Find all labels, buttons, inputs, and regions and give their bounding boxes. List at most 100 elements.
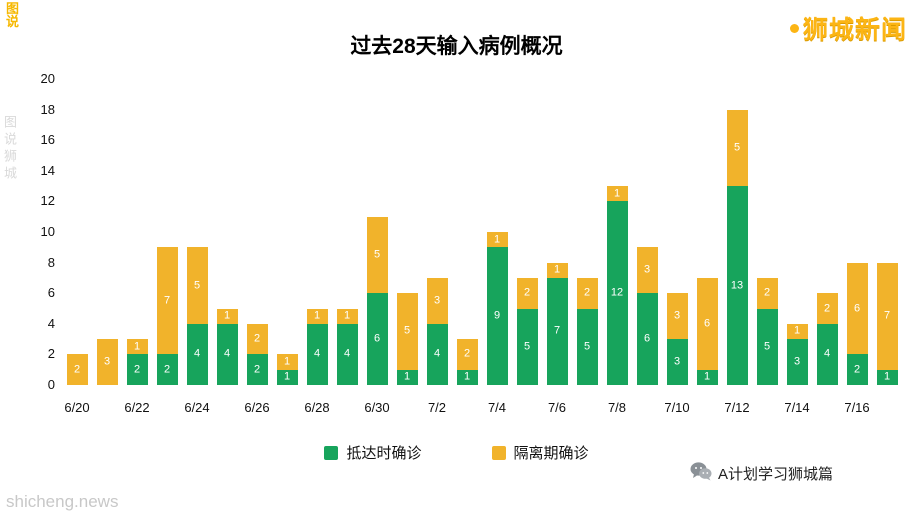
- bar-segment: 1: [546, 262, 568, 278]
- y-axis-tick: 8: [47, 254, 55, 270]
- bar-value-label: 1: [343, 309, 351, 322]
- bar-value-label: 1: [703, 370, 711, 383]
- bar-value-label: 1: [553, 263, 561, 276]
- bar-7/12: 13 5: [722, 79, 752, 385]
- bar-segment: 5: [576, 308, 598, 385]
- x-axis-label: [392, 400, 422, 415]
- y-axis-tick: 18: [40, 101, 55, 117]
- bar-segment: 2: [246, 323, 268, 355]
- bar-value-label: 4: [193, 347, 201, 360]
- bar-segment: 1: [336, 308, 358, 324]
- x-axis-label: [332, 400, 362, 415]
- x-axis-label: 6/26: [244, 400, 270, 415]
- bar-value-label: 1: [133, 340, 141, 353]
- bar-segment: 4: [186, 323, 208, 385]
- bar-value-label: 3: [103, 355, 111, 368]
- bar-value-label: 3: [673, 309, 681, 322]
- bar-value-label: 2: [463, 347, 471, 360]
- bar-segment: 1: [696, 369, 718, 385]
- x-axis-label: 7/8: [607, 400, 627, 415]
- bar-value-label: 4: [343, 347, 351, 360]
- bar-value-label: 5: [373, 248, 381, 261]
- x-axis-label: [812, 400, 842, 415]
- brand-title: 狮城新闻: [789, 10, 907, 46]
- bar-value-label: 5: [763, 340, 771, 353]
- bar-segment: 5: [366, 216, 388, 294]
- x-axis-label: [92, 400, 122, 415]
- bar-segment: 1: [396, 369, 418, 385]
- bar-value-label: 3: [673, 355, 681, 368]
- bar-value-label: 1: [403, 370, 411, 383]
- bar-value-label: 2: [73, 363, 81, 376]
- bar-value-label: 7: [163, 294, 171, 307]
- brand-text: 狮城新闻: [802, 16, 907, 44]
- footer-right-text: A计划学习狮城篇: [717, 466, 833, 483]
- bar-value-label: 12: [610, 286, 624, 299]
- legend-label: 抵达时确诊: [346, 445, 422, 462]
- bar-segment: 1: [876, 369, 898, 385]
- bar-value-label: 6: [703, 317, 711, 330]
- y-axis-tick: 14: [40, 162, 55, 178]
- y-axis-tick: 12: [40, 193, 55, 209]
- y-axis-tick: 16: [40, 132, 55, 148]
- x-axis-label: 6/28: [304, 400, 330, 415]
- bar-7/8: 12 1: [602, 79, 632, 385]
- bar-segment: 4: [816, 323, 838, 385]
- wechat-icon: [690, 462, 712, 485]
- stacked-bar: 2: [66, 354, 88, 385]
- bar-value-label: 3: [433, 294, 441, 307]
- bar-segment: 4: [336, 323, 358, 385]
- bar-segment: 3: [666, 339, 688, 385]
- x-axis-label: [212, 400, 242, 415]
- bar-segment: 5: [756, 308, 778, 385]
- bar-value-label: 2: [253, 332, 261, 345]
- bar-segment: 2: [126, 354, 148, 385]
- bar-segment: 6: [636, 293, 658, 385]
- bar-segment: 2: [756, 277, 778, 309]
- x-axis-label: [512, 400, 542, 415]
- bar-segment: 3: [786, 339, 808, 385]
- stacked-bar: 12 1: [606, 186, 628, 385]
- bar-segment: 2: [576, 277, 598, 309]
- bar-segment: 2: [66, 354, 88, 385]
- bar-value-label: 5: [523, 340, 531, 353]
- bar-segment: 1: [456, 369, 478, 385]
- brand-icon: [789, 23, 799, 33]
- bar-segment: 1: [216, 308, 238, 324]
- x-axis-label: 7/6: [547, 400, 567, 415]
- bar-value-label: 2: [163, 363, 171, 376]
- bar-value-label: 2: [763, 286, 771, 299]
- x-axis-label: 7/10: [664, 400, 690, 415]
- y-axis-tick: 2: [47, 346, 55, 362]
- bar-segment: 6: [366, 293, 388, 385]
- y-axis-tick: 10: [40, 224, 55, 239]
- bar-value-label: 3: [793, 355, 801, 368]
- bar-segment: 1: [606, 186, 628, 202]
- footer-right: A计划学习狮城篇: [690, 462, 833, 485]
